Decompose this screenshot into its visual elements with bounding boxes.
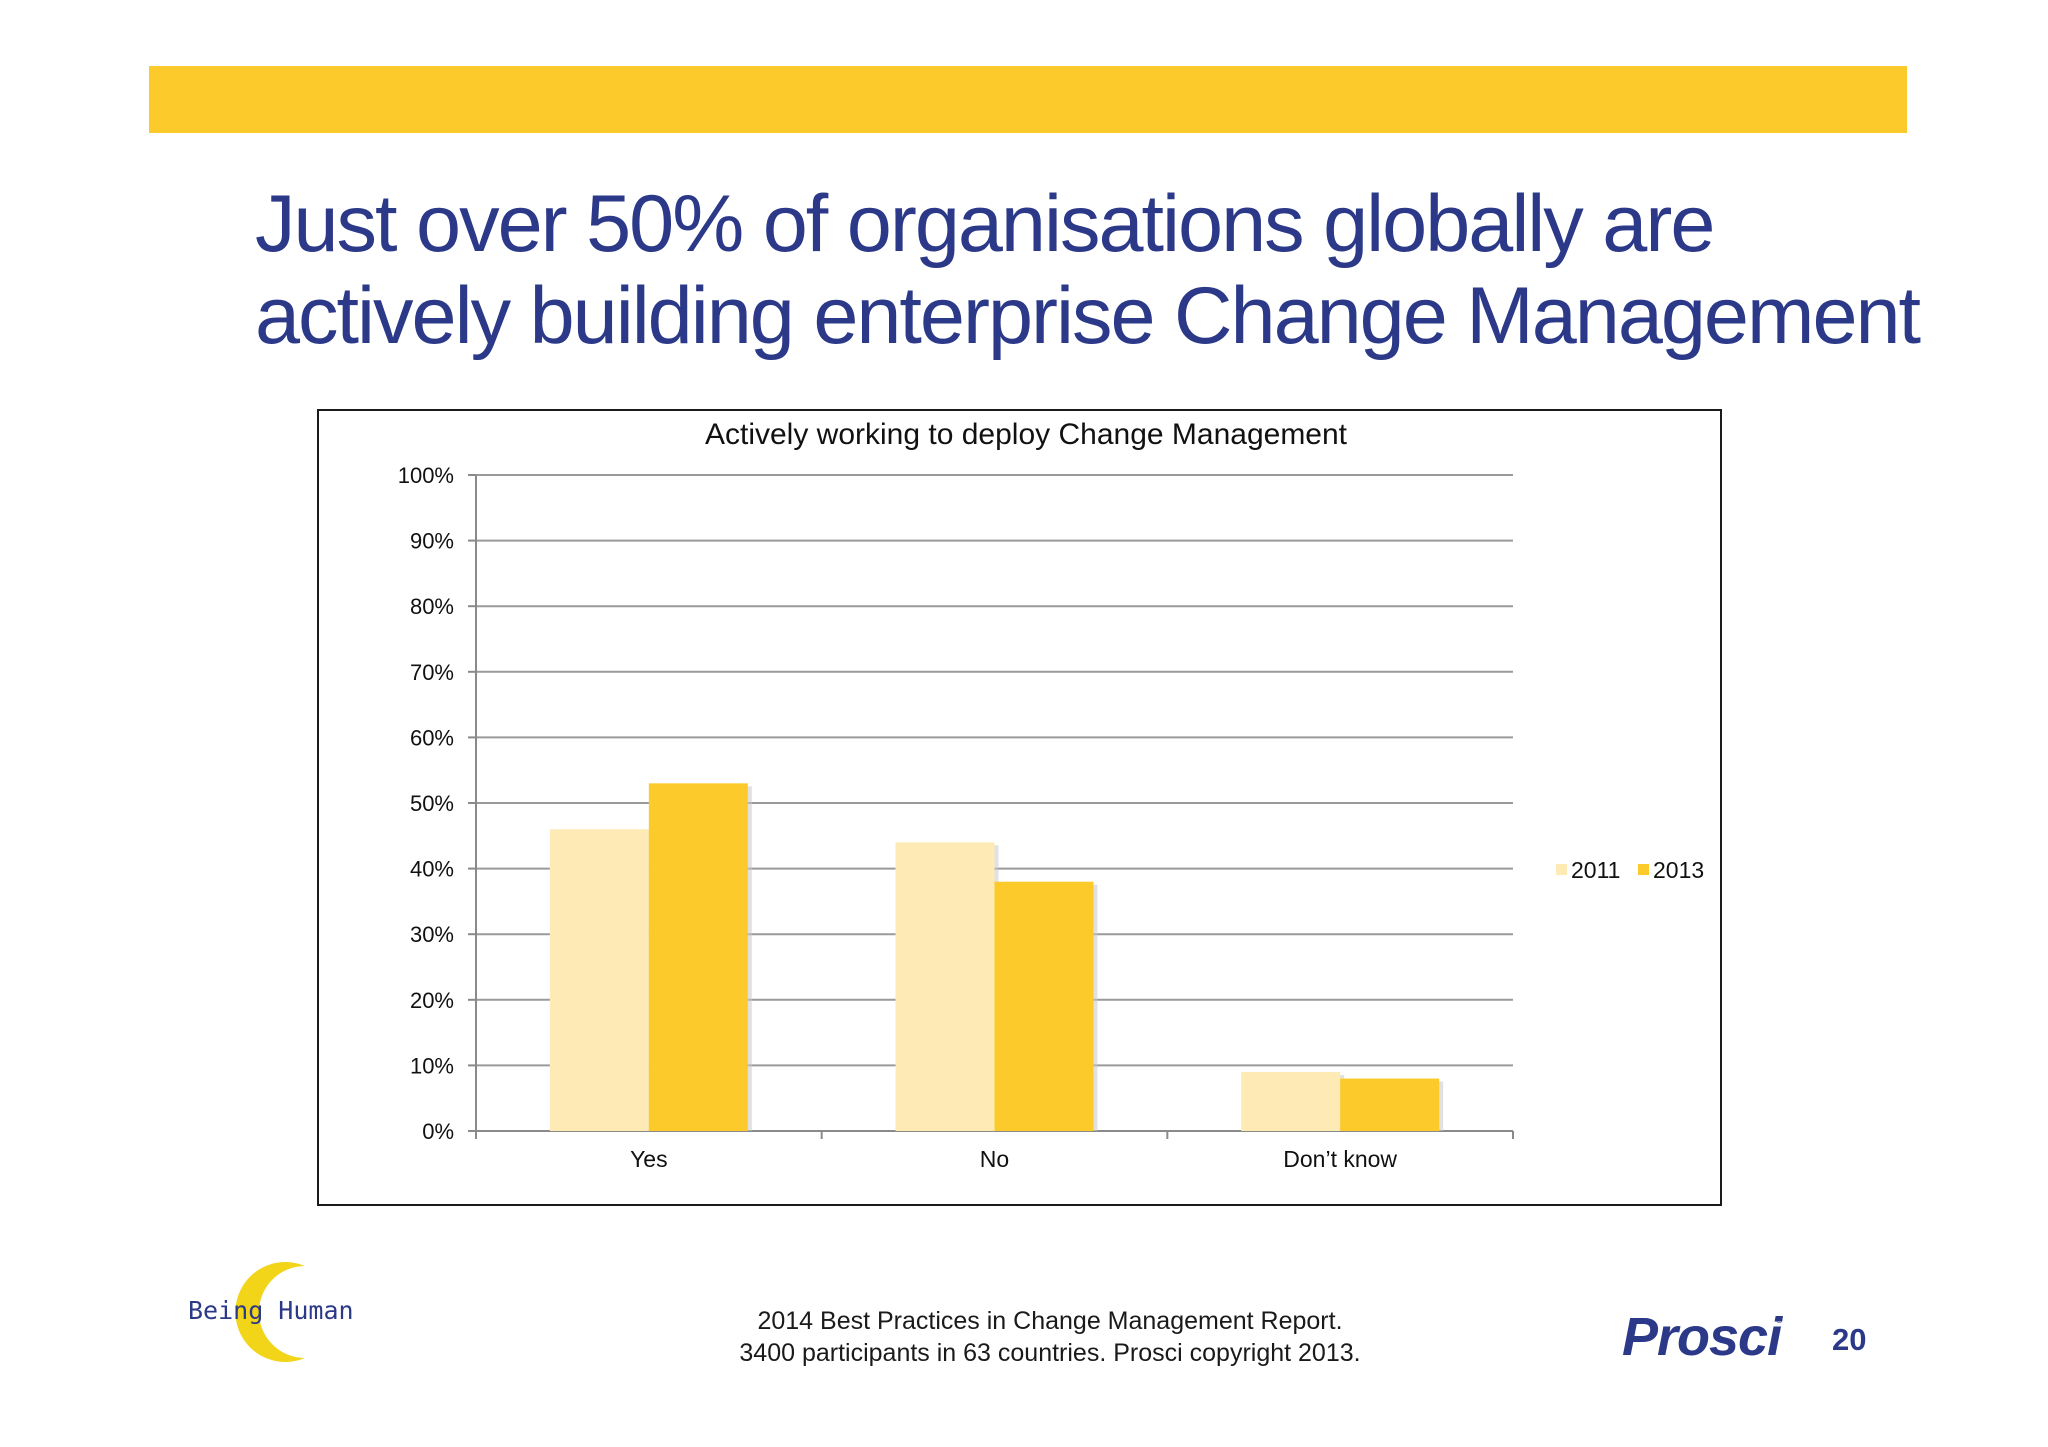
page-number: 20 — [1832, 1322, 1867, 1357]
y-tick-label: 90% — [410, 529, 454, 554]
y-tick-label: 0% — [422, 1119, 454, 1144]
bar-2013-0 — [648, 783, 748, 1131]
legend-label-2011: 2011 — [1571, 857, 1620, 883]
being-human-logo-text: Being Human — [188, 1296, 354, 1325]
x-tick-label: No — [980, 1146, 1009, 1172]
registered-mark: ® — [1776, 1315, 1783, 1325]
crescent-moon-icon — [235, 1262, 305, 1362]
source-note: 2014 Best Practices in Change Management… — [650, 1305, 1450, 1369]
y-tick-label: 80% — [410, 594, 454, 619]
bar-2013-2 — [1340, 1078, 1440, 1131]
y-tick-label: 60% — [410, 725, 454, 750]
y-tick-label: 100% — [398, 463, 454, 488]
top-accent-bar — [149, 66, 1907, 133]
y-tick-label: 30% — [410, 922, 454, 947]
prosci-logo: Prosci — [1622, 1307, 1782, 1367]
y-tick-label: 50% — [410, 791, 454, 816]
y-tick-label: 20% — [410, 988, 454, 1013]
chart-title: Actively working to deploy Change Manage… — [705, 418, 1348, 451]
x-tick-label: Don’t know — [1283, 1146, 1397, 1172]
bar-chart: Actively working to deploy Change Manage… — [398, 418, 1704, 1172]
slide-title: Just over 50% of organisations globally … — [255, 178, 1955, 362]
y-tick-label: 70% — [410, 660, 454, 685]
legend-swatch-2011 — [1556, 864, 1567, 875]
source-note-line-1: 2014 Best Practices in Change Management… — [757, 1307, 1343, 1335]
slide-title-line-2: actively building enterprise Change Mana… — [255, 271, 1921, 361]
legend-swatch-2013 — [1638, 864, 1649, 875]
slide-title-line-1: Just over 50% of organisations globally … — [255, 179, 1715, 269]
legend-label-2013: 2013 — [1653, 857, 1704, 883]
y-tick-label: 40% — [410, 857, 454, 882]
bar-2011-0 — [549, 829, 649, 1131]
y-tick-label: 10% — [410, 1053, 454, 1078]
x-tick-label: Yes — [630, 1146, 668, 1172]
chart-frame: Actively working to deploy Change Manage… — [317, 409, 1722, 1206]
bar-2013-1 — [994, 881, 1094, 1131]
bar-2011-1 — [895, 842, 995, 1131]
source-note-line-2: 3400 participants in 63 countries. Prosc… — [739, 1339, 1361, 1367]
being-human-logo: Being Human — [180, 1262, 360, 1362]
bar-2011-2 — [1241, 1071, 1341, 1131]
